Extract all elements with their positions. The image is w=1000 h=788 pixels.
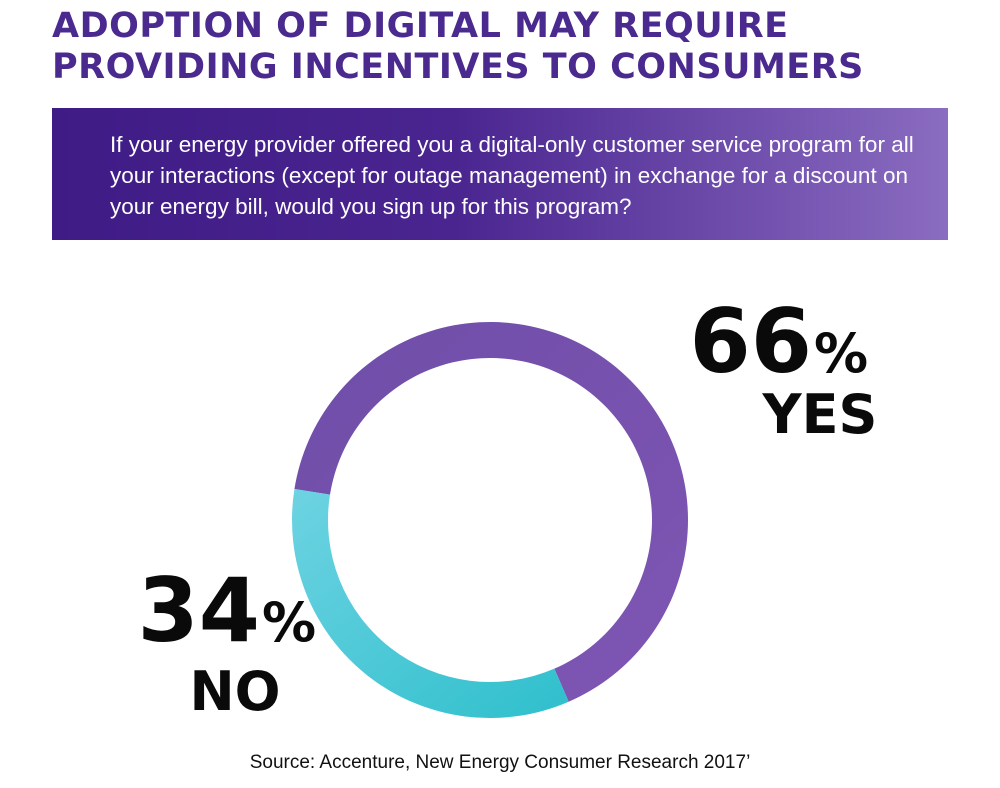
no-value-label: 34 xyxy=(138,559,260,662)
no-label: NO xyxy=(189,660,280,723)
slice-no xyxy=(291,489,569,718)
yes-label: YES xyxy=(762,383,878,446)
no-percent-sign: % xyxy=(262,591,316,654)
headline-line-2: PROVIDING INCENTIVES TO CONSUMERS xyxy=(52,47,864,87)
question-banner: If your energy provider offered you a di… xyxy=(52,108,948,240)
source-note: Source: Accenture, New Energy Consumer R… xyxy=(249,752,751,773)
yes-percent-sign: % xyxy=(814,322,868,385)
page-title: ADOPTION OF DIGITAL MAY REQUIRE PROVIDIN… xyxy=(52,6,952,88)
headline-line-1: ADOPTION OF DIGITAL MAY REQUIRE xyxy=(52,6,789,46)
yes-value-label: 66 xyxy=(690,290,812,393)
survey-question: If your energy provider offered you a di… xyxy=(110,132,914,219)
